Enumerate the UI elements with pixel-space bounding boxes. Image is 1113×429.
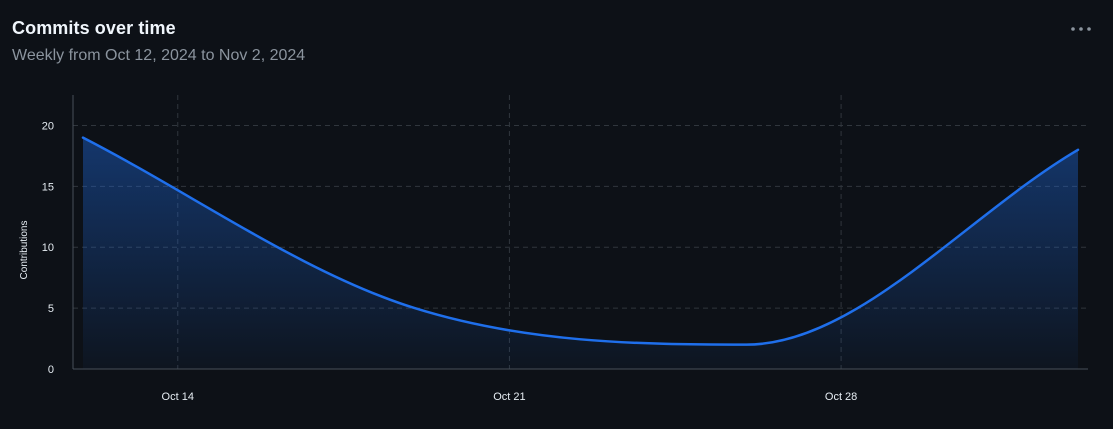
chart-subtitle: Weekly from Oct 12, 2024 to Nov 2, 2024: [12, 47, 306, 64]
x-tick-label: Oct 21: [493, 391, 525, 403]
data-point[interactable]: [409, 302, 421, 314]
y-tick-label: 20: [42, 120, 54, 132]
tick-labels: 0 5 10 15 20 Oct 14 Oct 21 Oct 28: [42, 120, 858, 403]
y-tick-label: 10: [42, 242, 54, 254]
area-fill: [83, 137, 1078, 369]
x-tick-label: Oct 14: [162, 391, 194, 403]
kebab-horizontal-icon: [1071, 27, 1091, 31]
data-point[interactable]: [740, 339, 752, 351]
y-tick-label: 5: [48, 303, 54, 315]
data-point[interactable]: [1072, 144, 1084, 156]
chart-title: Commits over time: [12, 18, 176, 38]
data-point[interactable]: [77, 132, 89, 144]
series-line: [81, 136, 1080, 346]
y-tick-label: 15: [42, 181, 54, 193]
axes: [72, 95, 1088, 370]
series-line-path: [81, 136, 1080, 346]
y-axis-title: Contributions: [19, 221, 30, 280]
more-options-button[interactable]: [1067, 18, 1095, 40]
area-fill-path: [83, 137, 1078, 369]
y-tick-label: 0: [48, 364, 54, 376]
x-tick-label: Oct 28: [825, 391, 857, 403]
